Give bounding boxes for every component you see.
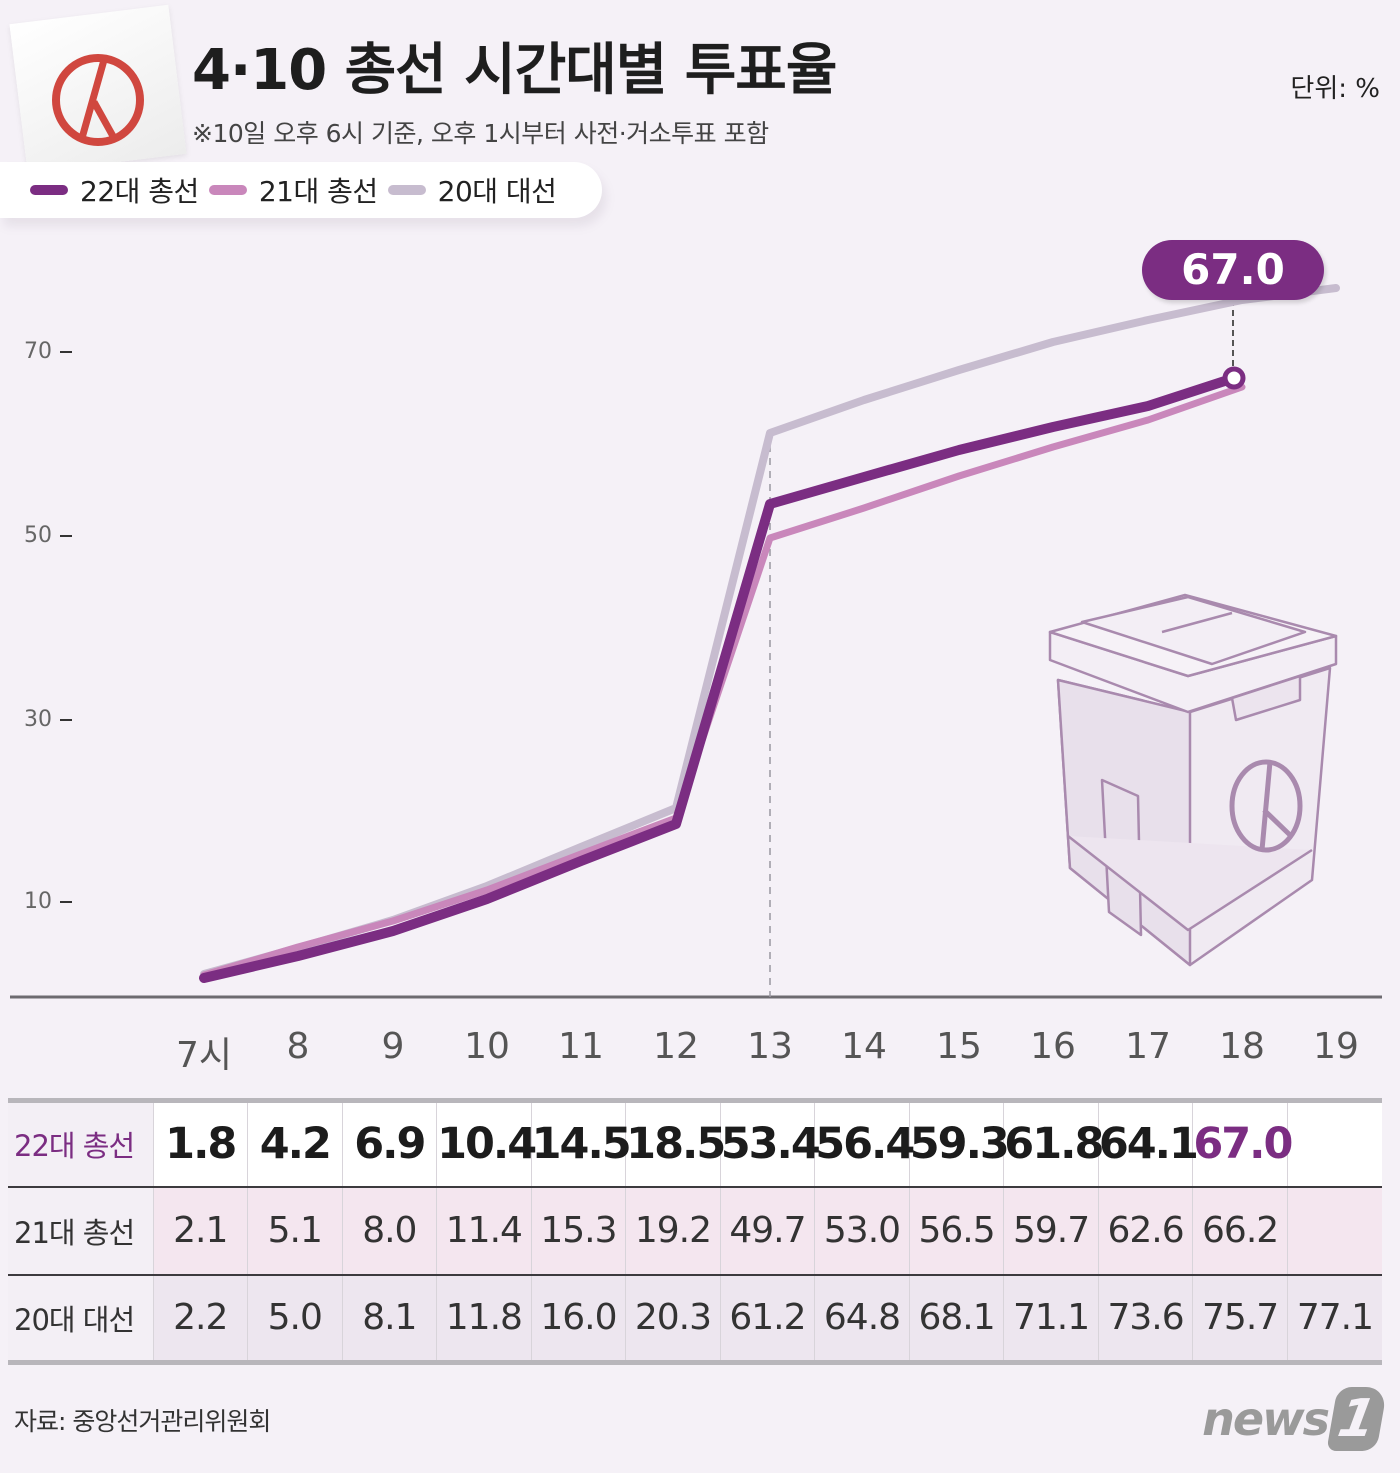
table-cell: 64.1: [1097, 1100, 1199, 1187]
x-tick: 17: [1125, 1026, 1171, 1067]
turnout-table: 22대 총선 1.8 4.2 6.9 10.4 14.5 18.5 53.4 5…: [8, 1098, 1382, 1365]
chart-title: 4·10 총선 시간대별 투표율: [192, 38, 837, 103]
table-cell: 5.1: [247, 1185, 343, 1275]
table-cell: 18.5: [625, 1100, 726, 1187]
table-cell: 10.4: [436, 1100, 537, 1187]
x-tick: 13: [747, 1026, 793, 1067]
series-22-line: [199, 373, 1239, 983]
y-tick-70: 70: [24, 339, 72, 364]
table-cell: 73.6: [1097, 1273, 1193, 1363]
series-22-endpoint-marker: [1222, 366, 1246, 390]
logo-text: news: [1202, 1392, 1330, 1446]
table-cell: 56.4: [814, 1100, 915, 1187]
y-tick-50: 50: [24, 523, 72, 548]
table-cell: 2.2: [152, 1273, 248, 1363]
final-value-callout: 67.0: [1142, 240, 1324, 300]
table-cell: 6.9: [341, 1100, 437, 1187]
x-tick: 8: [286, 1026, 310, 1067]
x-tick: 16: [1030, 1026, 1076, 1067]
row-label: 21대 총선: [8, 1185, 153, 1275]
table-cell: 4.2: [247, 1100, 343, 1187]
x-tick: 7시: [175, 1035, 233, 1076]
vote-stamp-icon: [52, 54, 144, 146]
legend-swatch-icon: [30, 185, 68, 195]
table-cell: 14.5: [530, 1100, 632, 1187]
news1-logo: news 1: [1202, 1386, 1388, 1452]
x-tick: 12: [653, 1026, 699, 1067]
table-cell: [1286, 1100, 1382, 1187]
table-cell: 59.7: [1003, 1185, 1099, 1275]
legend-item-21: 21대 총선: [208, 170, 378, 210]
table-cell: 64.8: [814, 1273, 910, 1363]
table-cell: 68.1: [908, 1273, 1004, 1363]
legend-swatch-icon: [387, 185, 426, 195]
table-cell: 56.5: [908, 1185, 1004, 1275]
table-cell: 8.0: [341, 1185, 437, 1275]
table-row-20: 20대 대선 2.2 5.0 8.1 11.8 16.0 20.3 61.2 6…: [8, 1273, 1382, 1363]
table-cell: 19.2: [625, 1185, 721, 1275]
source-credit: 자료: 중앙선거관리위원회: [14, 1407, 271, 1436]
legend-label: 20대 대선: [437, 175, 557, 208]
legend-item-22: 22대 총선: [30, 170, 199, 210]
table-cell: 62.6: [1097, 1185, 1193, 1275]
legend: 22대 총선 21대 총선 20대 대선: [0, 162, 602, 218]
table-cell: 53.0: [814, 1185, 910, 1275]
x-tick: 14: [841, 1026, 887, 1067]
table-cell: 11.8: [436, 1273, 532, 1363]
chart-subtitle: ※10일 오후 6시 기준, 오후 1시부터 사전·거소투표 포함: [192, 119, 769, 148]
table-cell: 15.3: [530, 1185, 626, 1275]
y-tick-30: 30: [24, 707, 72, 732]
x-tick: 19: [1313, 1026, 1359, 1067]
table-cell: 5.0: [247, 1273, 343, 1363]
x-tick: 18: [1219, 1026, 1265, 1067]
table-cell-highlight: 67.0: [1192, 1100, 1293, 1187]
table-cell: 49.7: [719, 1185, 815, 1275]
table-cell: 53.4: [719, 1100, 821, 1187]
x-tick: 15: [936, 1026, 982, 1067]
table-cell: 20.3: [625, 1273, 721, 1363]
table-cell: 11.4: [436, 1185, 532, 1275]
table-cell: 75.7: [1192, 1273, 1288, 1363]
table-row-22: 22대 총선 1.8 4.2 6.9 10.4 14.5 18.5 53.4 5…: [8, 1100, 1382, 1187]
table-cell: 8.1: [341, 1273, 437, 1363]
x-tick: 11: [558, 1026, 604, 1067]
ballot-box-icon: [1048, 593, 1338, 967]
table-cell: 61.2: [719, 1273, 815, 1363]
table-cell: 61.8: [1003, 1100, 1104, 1187]
legend-swatch-icon: [208, 185, 247, 195]
logo-mark-icon: 1: [1326, 1387, 1388, 1451]
table-cell: 66.2: [1192, 1185, 1288, 1275]
legend-label: 22대 총선: [80, 175, 199, 208]
table-cell: 1.8: [152, 1100, 248, 1187]
row-label: 22대 총선: [8, 1100, 153, 1187]
table-cell: 59.3: [908, 1100, 1010, 1187]
table-cell: 77.1: [1286, 1273, 1382, 1363]
legend-label: 21대 총선: [258, 175, 378, 208]
x-tick: 10: [464, 1026, 510, 1067]
y-tick-10: 10: [24, 889, 72, 914]
table-cell: 2.1: [152, 1185, 248, 1275]
x-tick: 9: [381, 1026, 405, 1067]
row-label: 20대 대선: [8, 1273, 153, 1363]
legend-item-20: 20대 대선: [387, 170, 557, 210]
unit-label: 단위: %: [1290, 74, 1380, 104]
table-cell: 71.1: [1003, 1273, 1099, 1363]
line-chart: [10, 284, 1382, 999]
table-row-21: 21대 총선 2.1 5.1 8.0 11.4 15.3 19.2 49.7 5…: [8, 1185, 1382, 1275]
table-cell: 16.0: [530, 1273, 626, 1363]
table-cell: [1286, 1185, 1382, 1275]
